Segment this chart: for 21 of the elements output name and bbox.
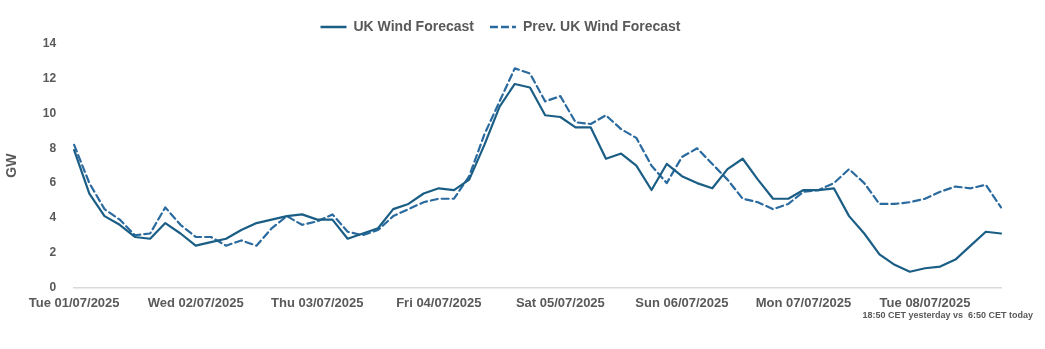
legend-label: Prev. UK Wind Forecast (522, 17, 681, 34)
y-tick-label: 10 (42, 105, 57, 120)
y-tick-label: 2 (49, 244, 57, 259)
y-tick-label: 14 (42, 36, 57, 51)
legend-label: UK Wind Forecast (353, 17, 475, 34)
x-tick-label: Sat 05/07/2025 (515, 294, 605, 310)
x-tick-label: Sun 06/07/2025 (635, 294, 729, 310)
text: 18:50 CET yesterday vs 6:50 CET today (862, 310, 1033, 320)
y-tick-label: 8 (49, 140, 57, 155)
y-axis-title: GW (3, 152, 20, 178)
x-tick-label: Tue 01/07/2025 (28, 294, 120, 310)
y-tick-label: 0 (49, 279, 57, 294)
x-tick-label: Fri 04/07/2025 (396, 294, 482, 310)
x-tick-label: Mon 07/07/2025 (755, 294, 852, 310)
x-tick-label: Wed 02/07/2025 (147, 294, 244, 310)
x-tick-label: Thu 03/07/2025 (271, 294, 364, 310)
x-tick-label: Tue 08/07/2025 (879, 294, 971, 310)
y-tick-label: 12 (42, 71, 57, 86)
y-tick-label: 4 (49, 210, 57, 225)
line-series (73, 67, 1003, 247)
y-tick-label: 6 (49, 175, 57, 190)
